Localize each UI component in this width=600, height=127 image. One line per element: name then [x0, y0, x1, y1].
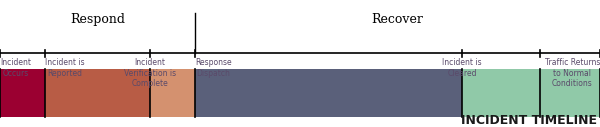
Bar	[540, 69, 600, 117]
Bar	[45, 69, 150, 117]
Text: Response
Dispatch: Response Dispatch	[195, 58, 232, 78]
Text: INCIDENT TIMELINE: INCIDENT TIMELINE	[461, 114, 597, 127]
Text: Recover: Recover	[371, 13, 424, 26]
Bar	[0, 69, 45, 117]
Bar	[462, 69, 540, 117]
Text: Incident
Verification is
Complete: Incident Verification is Complete	[124, 58, 176, 88]
Text: Respond: Respond	[70, 13, 125, 26]
Text: Incident
Occurs: Incident Occurs	[0, 58, 31, 78]
Text: Incident is
Cleared: Incident is Cleared	[442, 58, 482, 78]
Bar	[150, 69, 195, 117]
Bar	[195, 69, 462, 117]
Text: Incident is
Reported: Incident is Reported	[45, 58, 85, 78]
Text: Traffic Returns
to Normal
Conditions: Traffic Returns to Normal Conditions	[545, 58, 600, 88]
